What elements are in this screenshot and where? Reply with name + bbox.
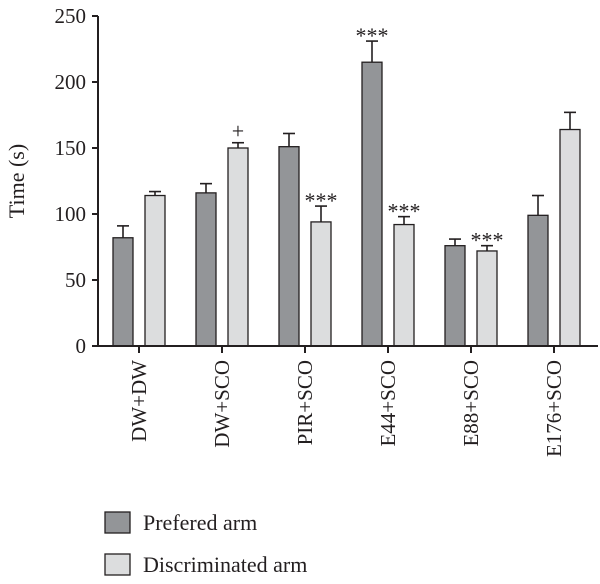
significance-marker: ***	[305, 188, 338, 213]
bar-prefered	[361, 61, 383, 347]
y-tick-label: 50	[65, 268, 86, 292]
bar-discriminated	[227, 147, 249, 347]
significance-marker: ***	[471, 228, 504, 253]
x-tick-label: DW+DW	[127, 360, 151, 442]
bar-discriminated	[310, 221, 332, 347]
bar-prefered	[527, 214, 549, 347]
bar-prefered	[112, 237, 134, 347]
legend-label: Discriminated arm	[143, 552, 307, 577]
bar-discriminated	[144, 194, 166, 347]
bar-discriminated	[559, 128, 581, 347]
bar-discriminated	[393, 223, 415, 347]
y-tick-label: 250	[55, 4, 87, 28]
y-tick-label: 0	[76, 334, 87, 358]
bars: + *** *** *** ***	[112, 23, 581, 347]
legend-swatch	[104, 511, 131, 534]
y-tick-label: 200	[55, 70, 87, 94]
bar-discriminated	[476, 250, 498, 347]
x-tick-label: E88+SCO	[459, 360, 483, 447]
bar-prefered	[444, 245, 466, 347]
legend-label: Prefered arm	[143, 510, 257, 535]
significance-marker: ***	[388, 199, 421, 224]
y-axis-label: Time (s)	[4, 144, 29, 218]
significance-marker: ***	[356, 23, 389, 48]
significance-marker: +	[232, 119, 244, 144]
legend-swatch	[104, 553, 131, 576]
x-tick-label: E44+SCO	[376, 360, 400, 447]
bar-prefered	[278, 146, 300, 347]
y-tick-label: 150	[55, 136, 87, 160]
y-tick-label: 100	[55, 202, 87, 226]
x-tick-label: E176+SCO	[542, 360, 566, 457]
x-tick-label: PIR+SCO	[293, 360, 317, 445]
bar-prefered	[195, 192, 217, 347]
x-axis: DW+DW DW+SCO PIR+SCO E44+SCO E88+SCO E176+SCO	[98, 345, 598, 457]
x-tick-label: DW+SCO	[210, 360, 234, 448]
y-axis: 0 50 100 150 200 250	[55, 4, 99, 358]
legend: Prefered arm Discriminated arm	[104, 510, 307, 577]
